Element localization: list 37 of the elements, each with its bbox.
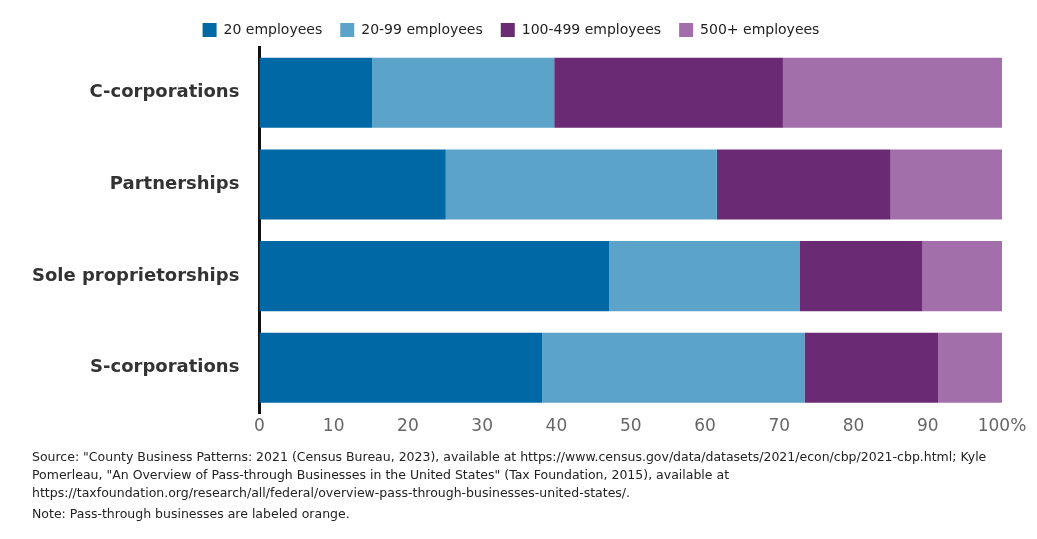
x-tick-label: 100%	[977, 415, 1027, 436]
bar	[259, 57, 373, 128]
bar	[800, 241, 923, 312]
x-tick-label: 80	[842, 415, 865, 436]
bar	[445, 149, 717, 220]
bar	[542, 332, 805, 403]
bar	[804, 332, 939, 403]
bar	[716, 149, 891, 220]
x-tick-label: 10	[322, 415, 345, 436]
x-tick-label: 30	[471, 415, 493, 436]
y-tick-label: C-corporations	[89, 80, 240, 102]
bar	[890, 149, 1002, 220]
text: Note: Pass-through businesses are labeled orange.	[32, 505, 351, 523]
x-tick-label: 50	[619, 415, 642, 436]
legend-label: 100-499 employees	[521, 20, 662, 37]
y-tick-label: S-corporations	[90, 355, 240, 377]
bar	[372, 57, 555, 128]
bar	[259, 241, 610, 312]
bar	[609, 241, 801, 312]
x-tick-label: 90	[916, 415, 939, 436]
bar	[782, 57, 1002, 128]
bar	[938, 332, 1002, 403]
source-note: Source: "County Business Patterns: 2021 (Census Bureau, 2023), available at https://www.census.gov/data/datasets/2021/econ/cbp/2021-cbp.html; Kyle Pomerleau, "An Overview of Pass-through Businesses in the United States" (Tax Foundation, 2015), available at https://taxfoundation.org/research/all/federal/overview-pass-through-businesses-united-states/.	[32, 448, 988, 502]
bar	[554, 57, 783, 128]
y-tick-label: Partnerships	[109, 172, 240, 194]
x-tick-label: 60	[694, 415, 716, 436]
x-tick-label: 70	[768, 415, 791, 436]
bar	[259, 149, 446, 220]
legend-label: 500+ employees	[700, 20, 820, 37]
x-tick-label: 20	[397, 415, 419, 436]
x-tick-label: 40	[545, 415, 568, 436]
bar	[922, 241, 1002, 312]
legend-label: 20 employees	[223, 20, 323, 37]
x-tick-label: 0	[253, 415, 265, 436]
bar	[259, 332, 543, 403]
legend-label: 20-99 employees	[361, 20, 483, 37]
y-tick-label: Sole proprietorships	[32, 263, 240, 285]
